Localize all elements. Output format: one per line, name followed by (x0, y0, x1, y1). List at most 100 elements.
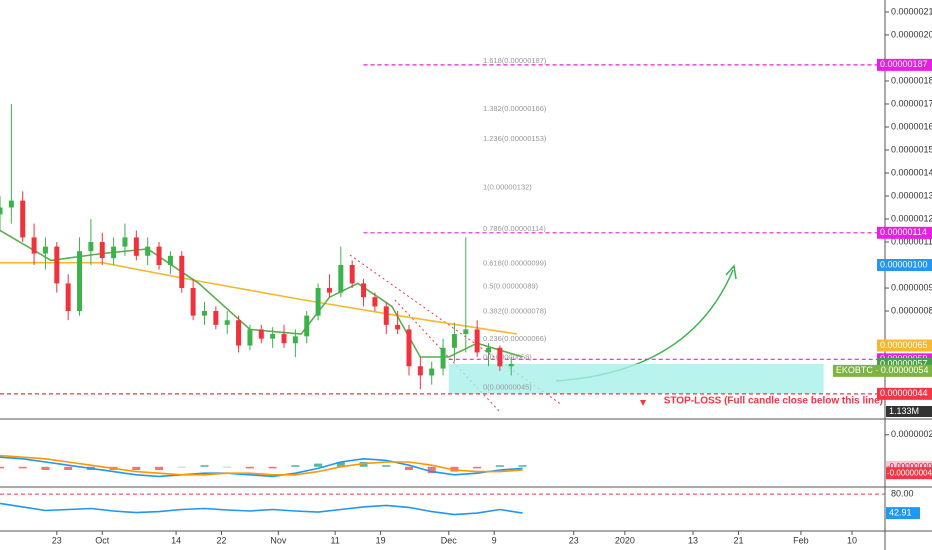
x-tick-label: 19 (376, 535, 386, 545)
macd-histogram-bar (518, 465, 527, 467)
arrow-head (725, 264, 737, 280)
price-badge-label: EKOBTC · 0.00000054 (836, 365, 929, 375)
x-tick-label: 13 (688, 535, 698, 545)
candle-body (167, 255, 173, 266)
candle-body (508, 363, 514, 367)
rsi-badge (886, 507, 920, 520)
macd-histogram-bar (427, 466, 436, 474)
price-badge-label: 0.00000065 (880, 340, 928, 350)
x-tick-label: 21 (733, 535, 743, 545)
candle-body (326, 288, 332, 293)
candle-body (224, 320, 230, 325)
macd-histogram-bar (495, 465, 504, 467)
fib-label: 0(0.00000058) (483, 353, 532, 362)
candle-body (247, 329, 253, 346)
x-tick-label: Dec (441, 535, 458, 545)
candle-body (292, 336, 298, 344)
macd-histogram-bar (64, 466, 73, 470)
volume-badge (886, 406, 932, 417)
candle-body (236, 320, 242, 346)
price-badge (877, 58, 932, 71)
fib-label: 1.236(0.00000153) (483, 134, 547, 143)
macd-badge (886, 467, 932, 480)
price-badge (877, 226, 932, 239)
y-tick-label: 0.00000020 (891, 429, 932, 439)
fib-label: 1.382(0.00000166) (483, 104, 547, 113)
moving-average (0, 261, 518, 335)
candle-body (42, 246, 48, 254)
macd-histogram-bar (41, 466, 50, 470)
candle-body (156, 246, 162, 266)
y-tick-label: 0.00000080 (891, 305, 932, 315)
macd-histogram-bar (291, 465, 300, 467)
candle-body (304, 315, 310, 337)
fib-label: 0.618(0.00000099) (483, 258, 547, 267)
fib-label: 0.786(0.00000114) (483, 224, 546, 233)
price-badge (877, 387, 932, 400)
candle-body (31, 237, 37, 254)
candle-body (406, 329, 412, 367)
macd-histogram-bar (200, 465, 209, 467)
candle-body (417, 366, 423, 376)
candle-body (486, 347, 492, 353)
x-tick-label: 2020 (615, 535, 635, 545)
x-tick-label: 23 (569, 535, 579, 545)
candle-body (338, 265, 344, 293)
candle-body (361, 283, 367, 298)
candle-body (281, 334, 287, 344)
macd-histogram-bar (245, 466, 254, 469)
volume-label: 1.133M (889, 406, 919, 416)
fib-label: 1.618(0.00000187) (483, 56, 547, 65)
candle-body (54, 246, 60, 284)
fib-label: 0.236(0.00000066) (483, 334, 547, 343)
candle-body (463, 329, 469, 335)
candle-body (497, 347, 503, 367)
candle-body (315, 288, 321, 316)
candle-body (451, 334, 457, 348)
price-badge-label: 0.00000044 (880, 388, 928, 398)
macd-histogram-bar (155, 466, 164, 470)
x-tick-label: 9 (492, 535, 497, 545)
candle-body (201, 311, 207, 316)
price-badge (877, 259, 932, 272)
macd-histogram-bar (382, 465, 391, 467)
candle-body (77, 251, 83, 312)
x-tick-label: 22 (217, 535, 227, 545)
x-tick-label: Feb (793, 535, 809, 545)
fib-label: 0.382(0.00000078) (483, 307, 547, 316)
candle-body (440, 347, 446, 369)
candle-body (133, 237, 139, 256)
candle-body (429, 368, 435, 376)
candle-body (383, 306, 389, 325)
candle-body (8, 200, 14, 208)
macd-histogram-bar (18, 466, 27, 469)
candle-body (395, 324, 401, 330)
macd-histogram-bar (404, 466, 413, 470)
price-badge-label: 0.00000100 (880, 259, 928, 269)
price-badge-label: 0.00000114 (880, 227, 927, 237)
candle-body (190, 288, 196, 316)
macd-histogram-bar (314, 463, 323, 467)
down-arrow (640, 400, 646, 406)
macd-line (0, 456, 523, 478)
y-tick-label: 80.00 (891, 489, 914, 499)
price-badge (877, 339, 932, 352)
fib-label: 0.5(0.00000089) (483, 281, 539, 290)
candle-body (111, 246, 117, 259)
price-badge-label: 0.00000187 (880, 59, 928, 69)
macd-histogram-bar (473, 466, 482, 469)
macd-histogram-bar (336, 462, 345, 467)
candle-body (349, 265, 355, 284)
macd-histogram-bar (268, 466, 277, 469)
rsi-badge-label: 42.91 (889, 508, 912, 518)
macd-badge-label: -0.00000004 (887, 468, 932, 477)
